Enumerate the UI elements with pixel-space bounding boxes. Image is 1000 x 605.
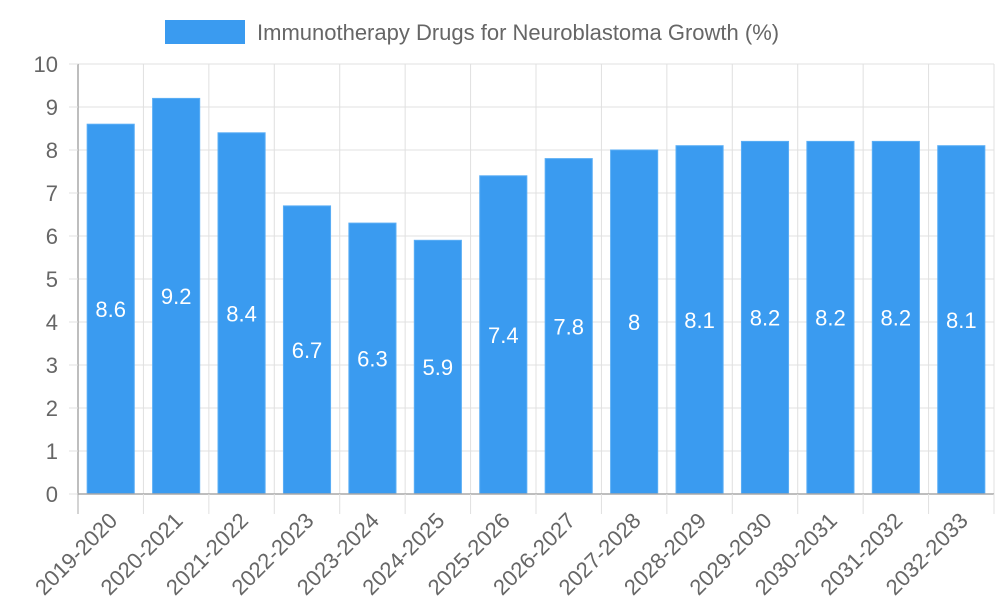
- bar-2027-2028: [610, 149, 659, 495]
- bar-2025-2026: [479, 175, 528, 495]
- bar-2026-2027: [544, 158, 593, 495]
- bar-2024-2025: [413, 239, 462, 495]
- y-tick-label: 0: [46, 482, 58, 507]
- bar-value-label: 8.2: [750, 306, 781, 331]
- bar-value-label: 8.1: [684, 308, 715, 333]
- bar-value-label: 7.8: [553, 314, 584, 339]
- bar-value-label: 6.3: [357, 347, 388, 372]
- x-axis-ticks: 2019-20202020-20212021-20222022-20232023…: [30, 508, 973, 600]
- y-tick-label: 7: [46, 181, 58, 206]
- y-tick-label: 5: [46, 267, 58, 292]
- y-tick-label: 8: [46, 138, 58, 163]
- y-tick-label: 10: [34, 52, 58, 77]
- bar-value-label: 8.2: [815, 306, 846, 331]
- bar-value-label: 8.1: [946, 308, 977, 333]
- bar-2021-2022: [217, 132, 266, 495]
- bar-2029-2030: [740, 140, 790, 495]
- bar-value-label: 9.2: [161, 284, 192, 309]
- bar-value-label: 8: [628, 310, 640, 335]
- bar-value-label: 6.7: [292, 338, 323, 363]
- bar-2032-2033: [937, 145, 986, 495]
- bar-value-labels: 8.6 9.2 8.4 6.7 6.3 5.9 7.4 7.8 8 8.1 8.2 8.2 8.2 8.1: [95, 284, 976, 380]
- legend-label: Immunotherapy Drugs for Neuroblastoma Gr…: [257, 20, 779, 45]
- bar-2019-2020: [86, 123, 135, 495]
- grid-lines: [78, 63, 995, 494]
- bar-2020-2021: [152, 97, 201, 495]
- bar-2022-2023: [282, 205, 332, 495]
- bar-2031-2032: [871, 140, 920, 495]
- legend-swatch: [165, 20, 245, 44]
- y-tick-label: 2: [46, 396, 58, 421]
- bar-value-label: 7.4: [488, 323, 519, 348]
- chart-legend[interactable]: Immunotherapy Drugs for Neuroblastoma Gr…: [165, 20, 779, 45]
- y-tick-label: 9: [46, 95, 58, 120]
- bar-value-label: 8.4: [226, 301, 257, 326]
- bar-value-label: 5.9: [423, 355, 454, 380]
- bar-2030-2031: [806, 140, 855, 495]
- bar-2023-2024: [348, 222, 397, 495]
- bar-value-label: 8.2: [881, 306, 912, 331]
- y-tick-label: 6: [46, 224, 58, 249]
- bar-value-label: 8.6: [95, 297, 126, 322]
- y-tick-label: 4: [46, 310, 58, 335]
- y-tick-label: 3: [46, 353, 58, 378]
- bars: [86, 97, 986, 495]
- y-axis-ticks: 0 1 2 3 4 5 6 7 8 9 10: [34, 52, 995, 514]
- y-tick-label: 1: [46, 439, 58, 464]
- bar-2028-2029: [675, 145, 724, 495]
